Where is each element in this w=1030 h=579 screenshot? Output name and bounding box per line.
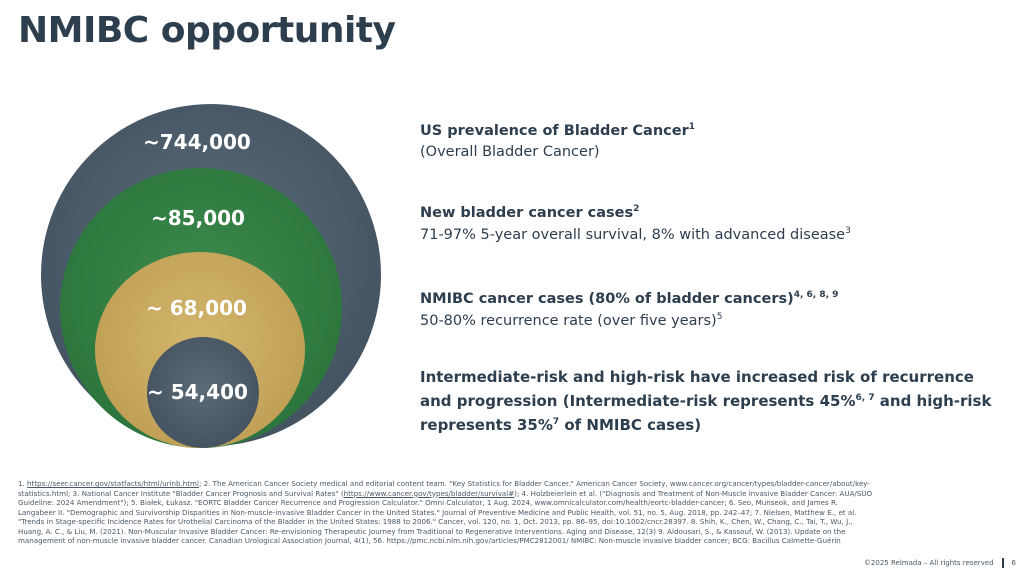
reference-link-nci[interactable]: https://www.cancer.gov/types/bladder/sur…	[343, 488, 515, 498]
new-cases-subtext: 71-97% 5-year overall survival, 8% with …	[420, 226, 846, 243]
nmibc-cases-heading: NMIBC cancer cases (80% of bladder cance…	[420, 290, 794, 307]
new-cases-heading-ref: 2	[633, 204, 640, 214]
nmibc-cases-subtext: 50-80% recurrence rate (over five years)	[420, 312, 717, 329]
intermediate-high-risk-circle	[147, 337, 259, 448]
reference-text-2: ); 4. Holzbeierlein et al. ("Diagnosis a…	[18, 488, 873, 546]
prevalence-subtext: (Overall Bladder Cancer)	[420, 143, 600, 160]
reference-text-1: ; 2. The American Cancer Society medical…	[18, 479, 870, 498]
footer: ©2025 Relmada – All rights reserved 6	[864, 558, 1016, 568]
new-cases-value: ~85,000	[151, 206, 245, 230]
risk-ref-1: 6, 7	[855, 393, 875, 403]
new-cases-subtext-ref: 3	[845, 225, 851, 236]
copyright: ©2025 Relmada – All rights reserved	[863, 559, 994, 567]
risk-text-part2: and high-risk represents 35%	[420, 392, 992, 434]
reference-number: 1.	[18, 479, 25, 488]
risk-description: Intermediate-risk and high-risk have inc…	[420, 367, 1000, 436]
references: 1. https://seer.cancer.gov/statfacts/htm…	[18, 479, 873, 546]
risk-text-part3: of NMIBC cases)	[559, 416, 702, 434]
nmibc-cases-subtext-ref: 5	[716, 311, 723, 322]
page-number: 6	[1011, 559, 1016, 567]
risk-cases-value: ~ 54,400	[147, 380, 248, 404]
nmibc-cases-heading-ref: 4, 6, 8, 9	[793, 290, 839, 300]
page-title: NMIBC opportunity	[18, 10, 396, 51]
prevalence-description: US prevalence of Bladder Cancer1 (Overal…	[420, 122, 695, 160]
risk-text-part1: Intermediate-risk and high-risk have inc…	[420, 368, 974, 410]
nmibc-cases-description: NMIBC cancer cases (80% of bladder cance…	[420, 290, 838, 329]
new-cases-heading: New bladder cancer cases	[420, 204, 634, 221]
footer-divider	[1001, 558, 1004, 568]
prevalence-value: ~744,000	[143, 130, 251, 154]
new-cases-description: New bladder cancer cases2 71-97% 5-year …	[420, 204, 851, 243]
prevalence-heading-ref: 1	[688, 122, 695, 132]
nmibc-cases-value: ~ 68,000	[146, 296, 247, 320]
risk-ref-2: 7	[552, 417, 560, 427]
reference-link-seer[interactable]: https://seer.cancer.gov/statfacts/html/u…	[27, 479, 199, 488]
prevalence-heading: US prevalence of Bladder Cancer	[420, 122, 689, 139]
